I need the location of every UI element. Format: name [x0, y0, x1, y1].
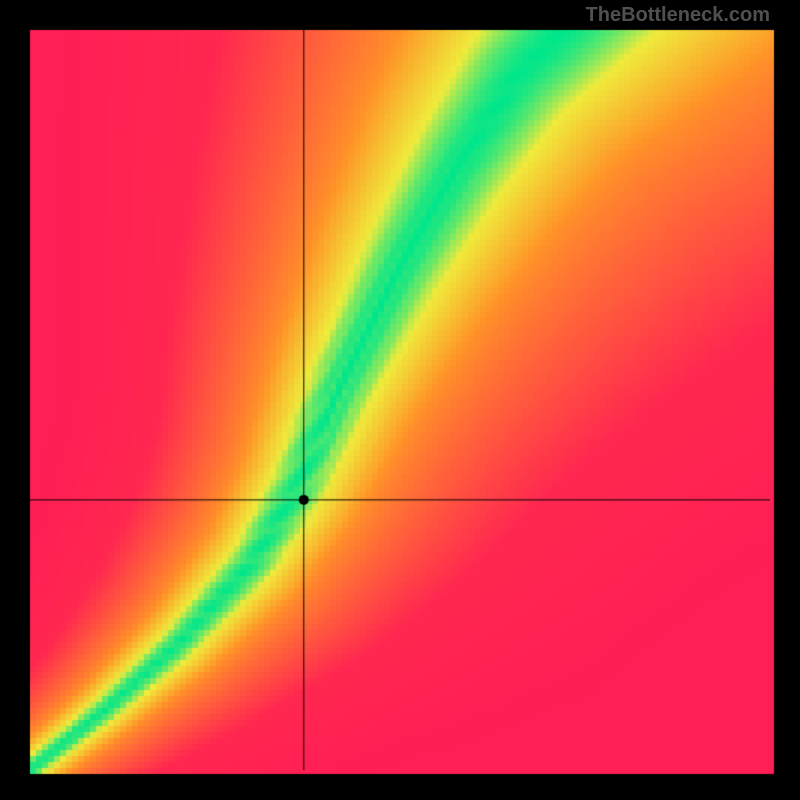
watermark-text: TheBottleneck.com [586, 4, 770, 27]
bottleneck-heatmap [0, 0, 800, 800]
